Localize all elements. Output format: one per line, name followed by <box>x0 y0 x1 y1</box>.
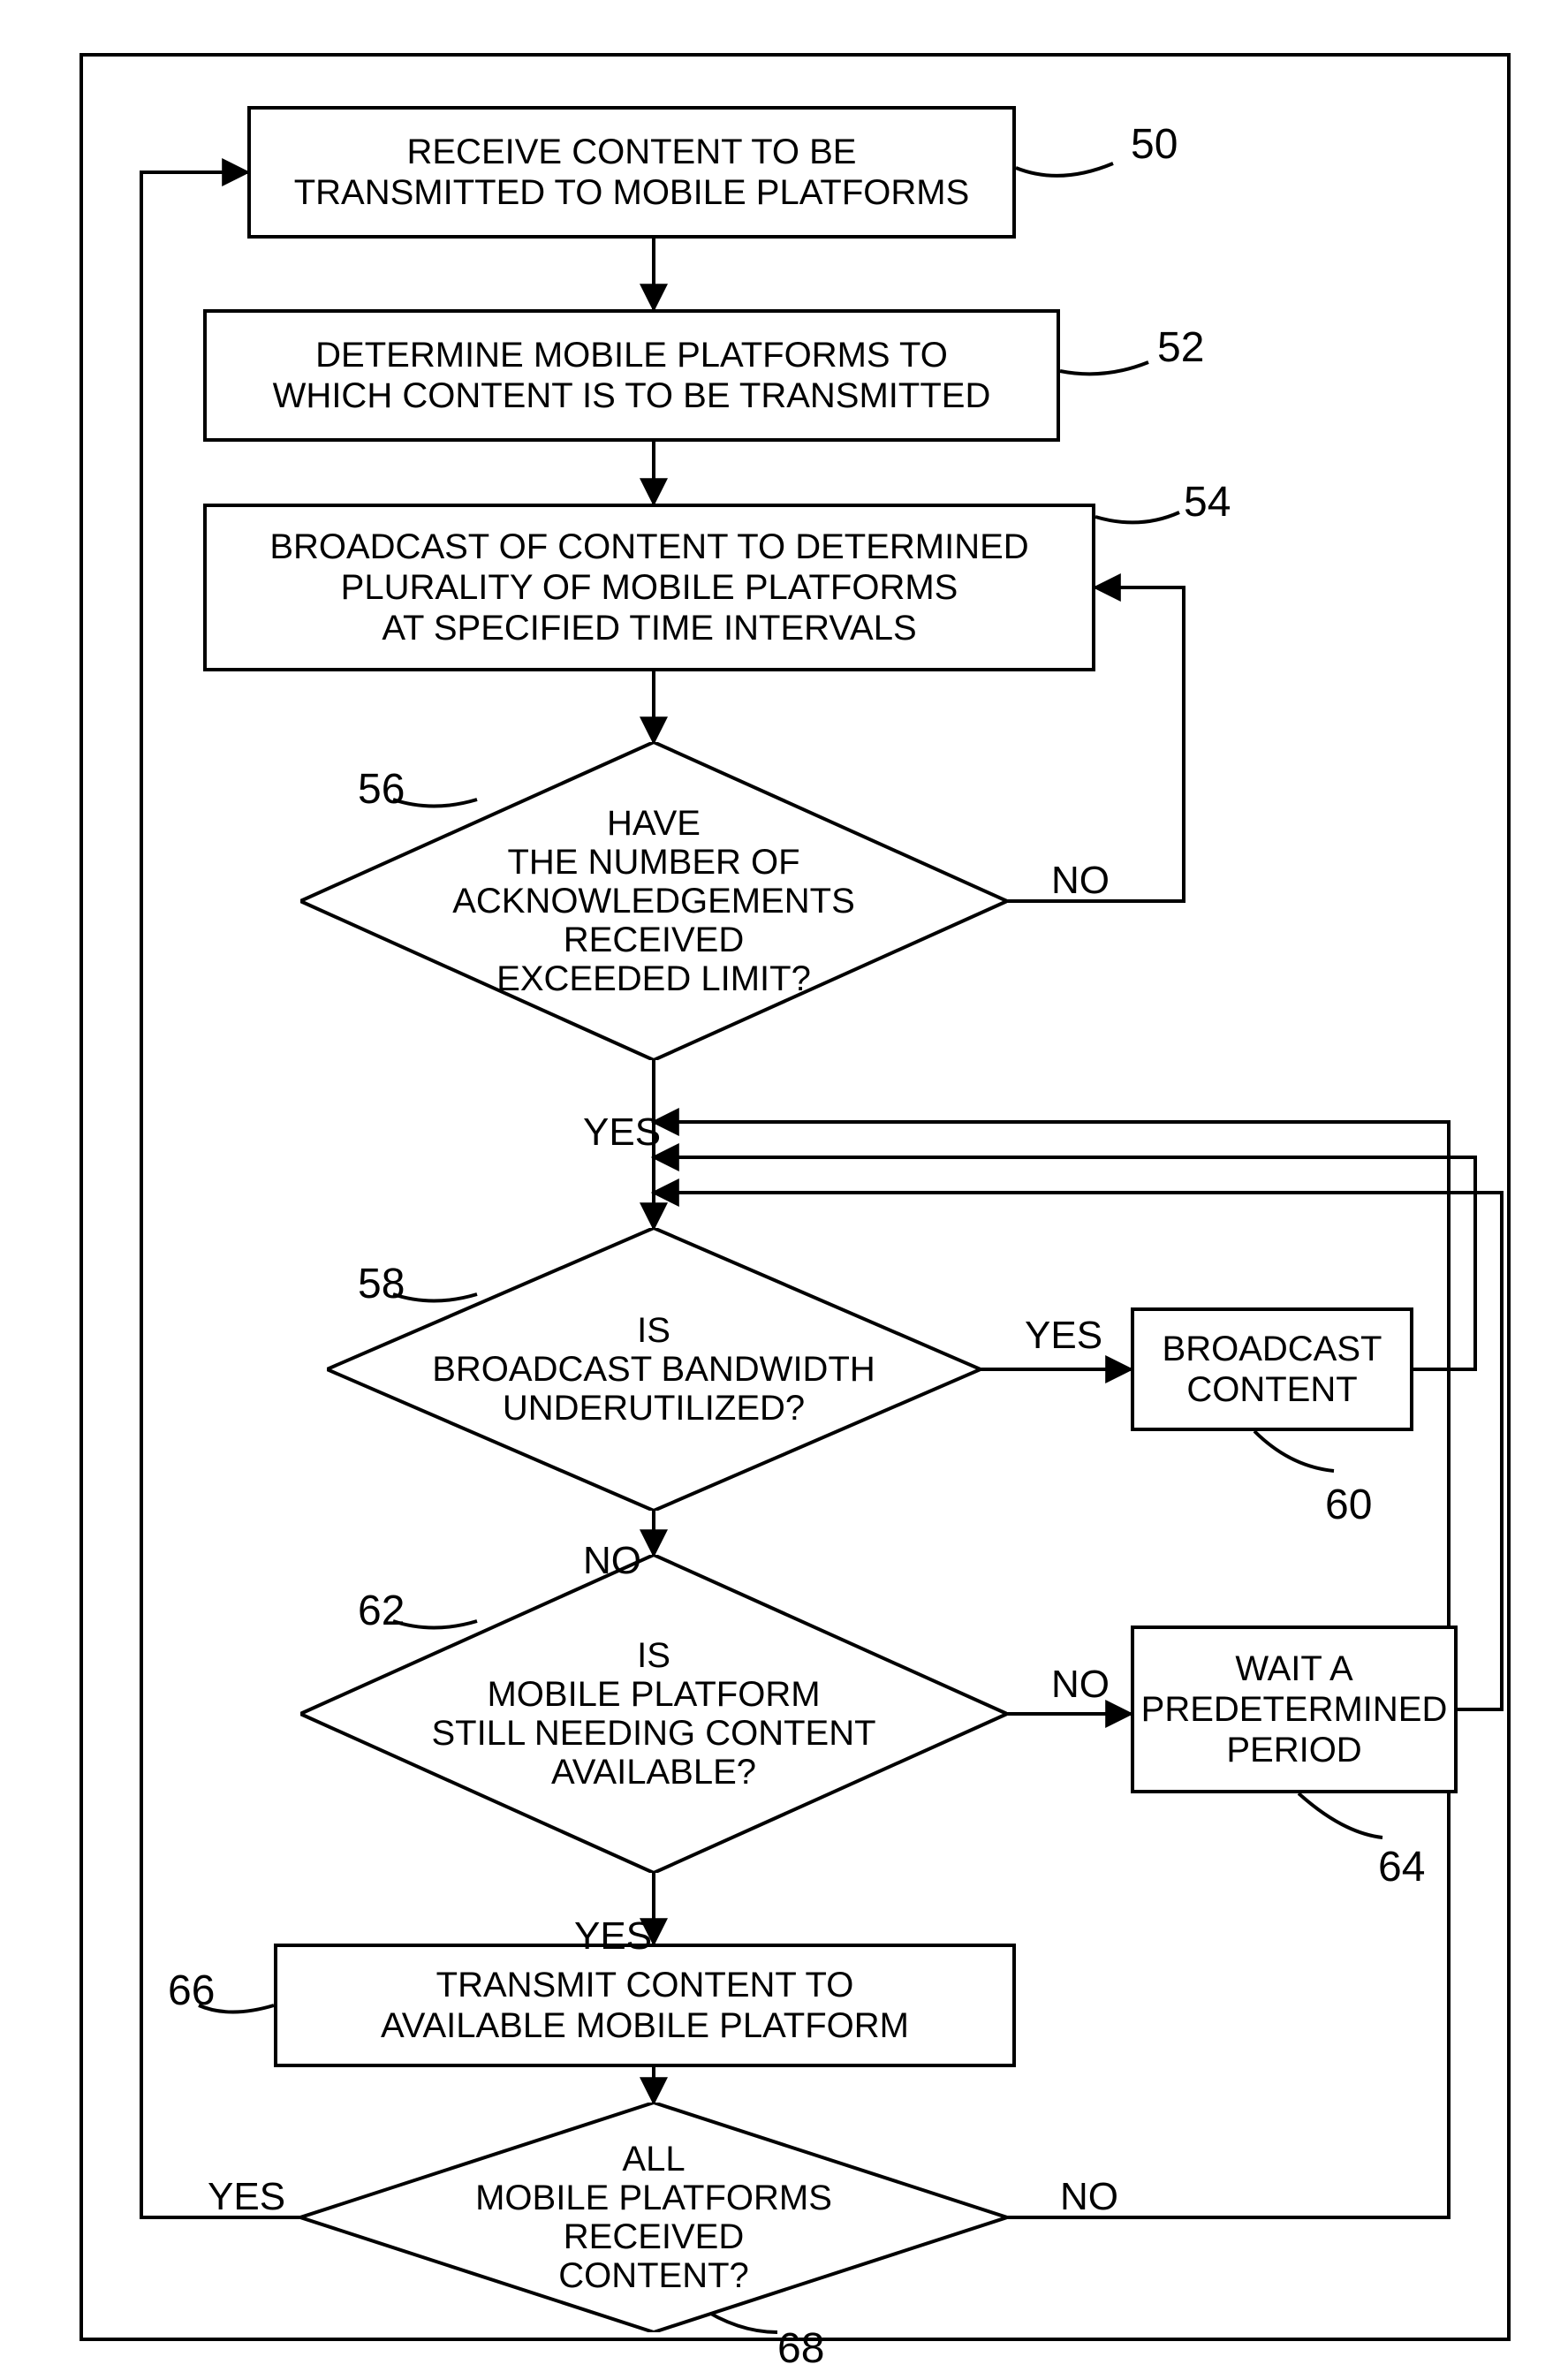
flowchart-edge-label: NO <box>583 1542 641 1580</box>
node-text: BROADCAST OF CONTENT TO DETERMINEDPLURAL… <box>269 527 1028 648</box>
node-text: RECEIVE CONTENT TO BETRANSMITTED TO MOBI… <box>294 132 970 213</box>
refnum-label: 54 <box>1184 481 1231 524</box>
flowchart-process-n60: BROADCASTCONTENT <box>1131 1307 1413 1431</box>
node-text: DETERMINE MOBILE PLATFORMS TOWHICH CONTE… <box>273 335 991 416</box>
node-text: ISBROADCAST BANDWIDTHUNDERUTILIZED? <box>432 1311 875 1428</box>
flowchart-process-n50: RECEIVE CONTENT TO BETRANSMITTED TO MOBI… <box>247 106 1016 239</box>
refnum-label: 56 <box>358 769 405 811</box>
flowchart-decision-n62: ISMOBILE PLATFORMSTILL NEEDING CONTENTAV… <box>300 1555 1007 1873</box>
flowchart-edge-label: YES <box>208 2178 285 2217</box>
node-text: ISMOBILE PLATFORMSTILL NEEDING CONTENTAV… <box>431 1636 875 1792</box>
node-text: ALLMOBILE PLATFORMS RECEIVEDCONTENT? <box>399 2140 908 2295</box>
refnum-label: 50 <box>1131 124 1178 166</box>
refnum-label: 62 <box>358 1590 405 1633</box>
node-text: WAIT APREDETERMINEDPERIOD <box>1141 1648 1448 1770</box>
refnum-label: 52 <box>1157 327 1204 369</box>
flowchart-edge-label: YES <box>574 1917 652 1956</box>
flowchart-process-n66: TRANSMIT CONTENT TOAVAILABLE MOBILE PLAT… <box>274 1944 1016 2067</box>
flowchart-edge-label: NO <box>1060 2178 1118 2217</box>
flowchart-process-n54: BROADCAST OF CONTENT TO DETERMINEDPLURAL… <box>203 504 1095 671</box>
flowchart-edge-label: NO <box>1051 861 1110 900</box>
flowchart-edge-label: NO <box>1051 1665 1110 1704</box>
refnum-label: 64 <box>1378 1846 1425 1889</box>
flowchart-process-n64: WAIT APREDETERMINEDPERIOD <box>1131 1626 1458 1793</box>
flowchart-decision-n58: ISBROADCAST BANDWIDTHUNDERUTILIZED? <box>327 1228 981 1511</box>
flowchart-decision-n56: HAVETHE NUMBER OFACKNOWLEDGEMENTS RECEIV… <box>300 742 1007 1060</box>
node-text: TRANSMIT CONTENT TOAVAILABLE MOBILE PLAT… <box>381 1965 909 2046</box>
node-text: BROADCASTCONTENT <box>1163 1329 1382 1410</box>
flowchart-decision-n68: ALLMOBILE PLATFORMS RECEIVEDCONTENT? <box>300 2103 1007 2332</box>
flowchart-edge-label: YES <box>583 1113 661 1152</box>
refnum-label: 68 <box>777 2328 824 2370</box>
flowchart-process-n52: DETERMINE MOBILE PLATFORMS TOWHICH CONTE… <box>203 309 1060 442</box>
flowchart-edge-label: YES <box>1025 1316 1102 1355</box>
node-text: HAVETHE NUMBER OFACKNOWLEDGEMENTS RECEIV… <box>399 804 908 998</box>
refnum-label: 58 <box>358 1263 405 1306</box>
refnum-label: 60 <box>1325 1484 1372 1527</box>
refnum-label: 66 <box>168 1970 215 2012</box>
